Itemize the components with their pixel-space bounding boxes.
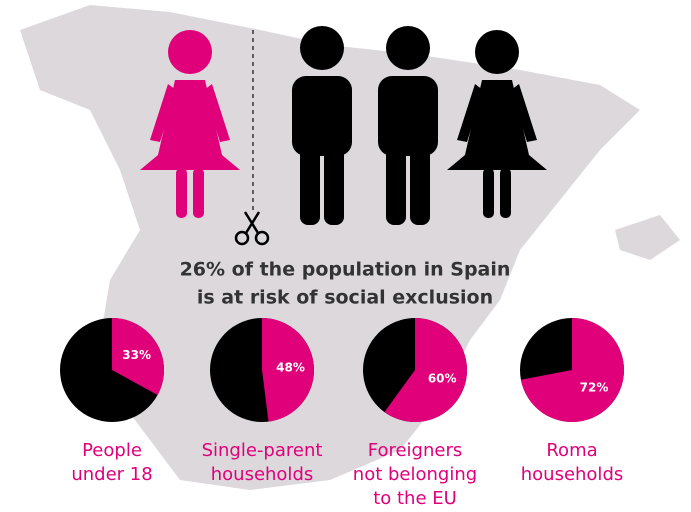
pie-label: People [82,440,142,461]
pie-label: households [211,464,314,485]
pie-label: Foreigners [368,440,463,461]
scissors-icon [234,211,270,246]
headline: 26% of the population in Spain [180,259,511,281]
pie-label: households [521,464,624,485]
pie-label: not belonging [353,464,477,485]
man-icons [292,26,438,225]
map-islands [615,215,680,260]
woman-icon-magenta [140,30,240,218]
pie-label: under 18 [71,464,152,485]
value-label: 60% [428,371,457,385]
headline: is at risk of social exclusion [197,287,493,309]
value-label: 72% [580,381,609,395]
pie-label: to the EU [373,488,457,509]
pie-slice [520,317,625,423]
woman-icon-black [447,30,547,218]
pie-slice [384,318,468,423]
pie-slice [112,318,164,396]
value-label: 48% [276,361,305,375]
pie-label: Roma [546,440,597,461]
value-label: 33% [122,348,151,362]
pie-label: Single-parent [202,440,323,461]
pie-slice [262,318,315,422]
